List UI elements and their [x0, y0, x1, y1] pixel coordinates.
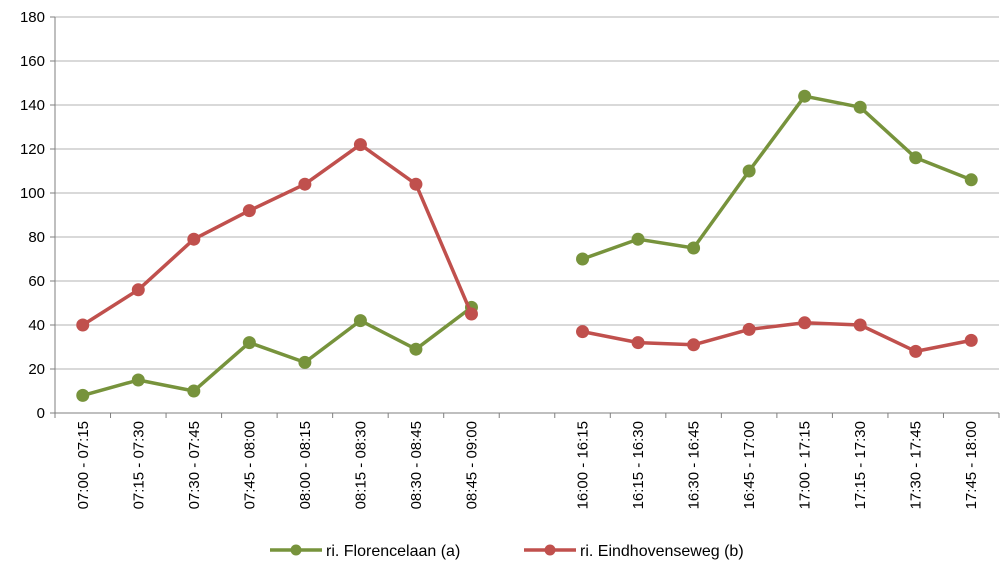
- series-line: [82, 306, 473, 398]
- x-tick-label: 08:45 - 09:00: [463, 421, 480, 509]
- x-tick-label: 08:15 - 08:30: [352, 421, 369, 509]
- series-line: [81, 142, 474, 327]
- data-point: [76, 388, 90, 402]
- y-tick-label: 180: [20, 9, 45, 26]
- data-point: [464, 307, 478, 321]
- data-point: [409, 342, 423, 356]
- legend-label: ri. Florencelaan (a): [326, 543, 460, 560]
- x-tick-label: 07:00 - 07:15: [75, 421, 92, 509]
- data-point: [687, 338, 701, 352]
- data-point: [187, 232, 201, 246]
- data-point: [964, 173, 978, 187]
- series-line: [581, 94, 972, 261]
- legend-item-2: ri. Eindhovenseweg (b): [524, 543, 744, 560]
- x-tick-label: 16:45 - 17:00: [741, 421, 758, 509]
- x-tick-label: 16:15 - 16:30: [630, 421, 647, 509]
- data-point: [909, 151, 923, 165]
- y-tick-label: 60: [28, 273, 45, 290]
- series-line: [582, 321, 972, 354]
- x-axis-tick-labels: 07:00 - 07:15 07:15 - 07:30 07:30 - 07:45 0…: [75, 421, 980, 509]
- data-point: [742, 164, 756, 178]
- y-axis-tick-labels: 0 20 40 60 80 100 120 140 160 180: [20, 9, 45, 422]
- data-point: [76, 318, 90, 332]
- y-tick-label: 20: [28, 361, 45, 378]
- x-tick-label: 07:30 - 07:45: [186, 421, 203, 509]
- data-point: [853, 100, 867, 114]
- y-tick-label: 100: [20, 185, 45, 202]
- data-point: [964, 333, 978, 347]
- series-lines: [76, 89, 978, 402]
- data-point: [298, 177, 312, 191]
- data-point: [409, 177, 423, 191]
- data-point: [131, 283, 145, 297]
- data-point: [298, 355, 312, 369]
- legend-marker: [290, 544, 302, 556]
- x-tick-label: 17:30 - 17:45: [908, 421, 925, 509]
- data-point: [242, 336, 256, 350]
- series-1: [76, 89, 978, 402]
- data-point: [187, 384, 201, 398]
- x-tick-label: 08:30 - 08:45: [408, 421, 425, 509]
- legend-label: ri. Eindhovenseweg (b): [580, 543, 744, 560]
- data-point: [576, 252, 590, 266]
- data-point: [576, 325, 590, 339]
- data-point: [798, 89, 812, 103]
- x-tick-label: 16:30 - 16:45: [686, 421, 703, 509]
- data-point: [853, 318, 867, 332]
- legend-item-1: ri. Florencelaan (a): [270, 543, 460, 560]
- data-point: [131, 373, 145, 387]
- x-tick-label: 17:15 - 17:30: [852, 421, 869, 509]
- axes: [50, 16, 1000, 418]
- data-point: [631, 336, 645, 350]
- x-tick-label: 07:45 - 08:00: [241, 421, 258, 509]
- gridlines: [55, 16, 999, 370]
- x-tick-label: 08:00 - 08:15: [297, 421, 314, 509]
- y-tick-label: 160: [20, 53, 45, 70]
- x-tick-label: 17:00 - 17:15: [797, 421, 814, 509]
- x-tick-label: 07:15 - 07:30: [130, 421, 147, 509]
- series-2: [76, 138, 978, 358]
- legend-marker: [544, 544, 556, 556]
- data-point: [242, 204, 256, 218]
- y-tick-label: 40: [28, 317, 45, 334]
- data-point: [353, 314, 367, 328]
- y-tick-label: 120: [20, 141, 45, 158]
- x-tick-label: 17:45 - 18:00: [963, 421, 980, 509]
- y-tick-label: 140: [20, 97, 45, 114]
- data-point: [353, 138, 367, 152]
- data-point: [742, 322, 756, 336]
- data-point: [687, 241, 701, 255]
- y-tick-label: 80: [28, 229, 45, 246]
- data-point: [631, 232, 645, 246]
- data-point: [909, 344, 923, 358]
- data-point: [798, 316, 812, 330]
- legend: ri. Florencelaan (a) ri. Eindhovenseweg (…: [270, 543, 744, 560]
- y-tick-label: 0: [37, 405, 45, 422]
- x-tick-label: 16:00 - 16:15: [575, 421, 592, 509]
